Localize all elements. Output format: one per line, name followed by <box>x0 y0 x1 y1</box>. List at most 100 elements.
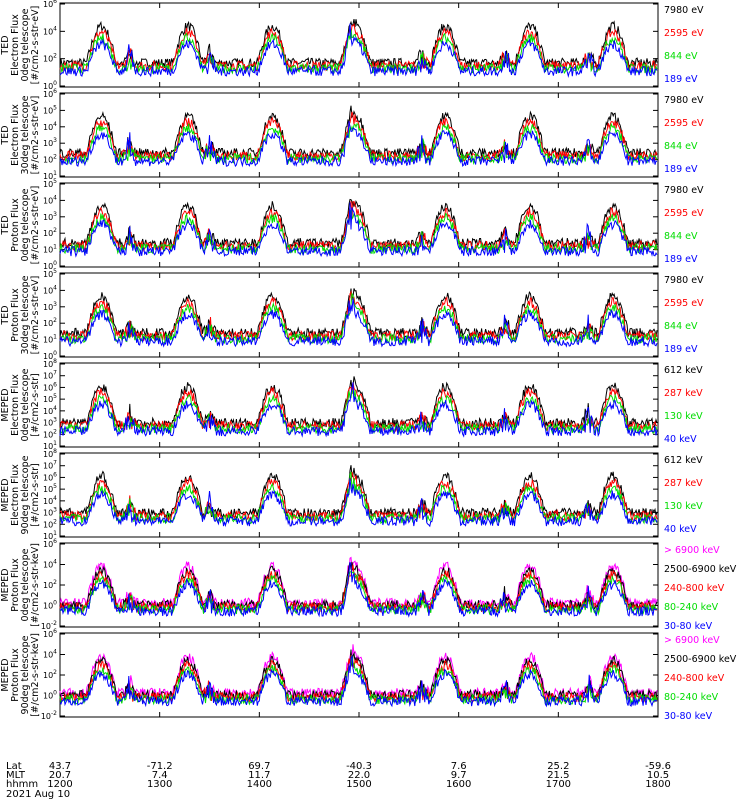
y-axis-label-line: MEPED <box>0 658 11 691</box>
panel-2: 100 101 102 103 104 105 TED Proton Flux 0deg tel… <box>0 178 704 271</box>
y-tick-label: 106 <box>43 628 57 639</box>
y-tick-label: 106 <box>43 0 57 9</box>
y-axis-label-line: Electron Flux <box>10 104 21 166</box>
y-axis-label-line: MEPED <box>0 388 11 421</box>
y-axis-label-line: 0deg telescope <box>20 8 31 81</box>
legend-entry: 40 keV <box>664 524 697 535</box>
y-tick-label: 106 <box>43 381 57 392</box>
y-tick-label: 106 <box>43 538 57 549</box>
y-tick-label: 104 <box>43 25 57 36</box>
hhmm-tick-label: 1800 <box>645 779 670 790</box>
lat-tick-label: 43.7 <box>49 761 71 772</box>
y-tick-label: 102 <box>43 579 57 590</box>
mlt-row-label: MLT <box>6 770 26 781</box>
series-line <box>59 23 658 73</box>
series-line <box>59 105 658 160</box>
panel-0: 100 102 104 106 TED Electron Flux 0deg telesco… <box>0 0 704 91</box>
y-tick-label: 100 <box>43 600 57 611</box>
lat-tick-label: -71.2 <box>147 761 173 772</box>
y-tick-label: 102 <box>43 317 57 328</box>
y-tick-label: 101 <box>43 244 57 255</box>
lat-tick-label: -40.3 <box>346 761 372 772</box>
y-tick-label: 101 <box>43 440 57 451</box>
panel-1: 101 102 103 104 105 106 TED Electron Flux 30deg … <box>0 88 704 181</box>
y-axis-label-line: 30deg telescope <box>20 275 31 354</box>
series-line <box>59 564 658 614</box>
legend-entry: 7980 eV <box>664 95 704 106</box>
y-axis-label-line: TED <box>0 305 11 325</box>
y-tick-label: 102 <box>43 428 57 439</box>
legend-entry: 2595 eV <box>664 298 704 309</box>
mlt-tick-label: 10.5 <box>647 770 669 781</box>
y-tick-label: 106 <box>43 88 57 99</box>
y-axis-label-line: Electron Flux <box>10 374 21 436</box>
hhmm-tick-label: 1200 <box>47 779 72 790</box>
lat-tick-label: 69.7 <box>248 761 270 772</box>
series-line <box>59 561 658 618</box>
y-axis-label-line: Electron Flux <box>10 14 21 76</box>
y-tick-label: 108 <box>43 448 57 459</box>
series-line <box>59 382 658 438</box>
legend-entry: 189 eV <box>664 344 698 355</box>
series-line <box>59 389 658 436</box>
series-line <box>59 29 658 75</box>
y-axis-label-line: MEPED <box>0 568 11 601</box>
series-line <box>59 471 658 525</box>
hhmm-tick-label: 1600 <box>446 779 471 790</box>
series-line <box>59 23 658 78</box>
y-axis-label-line: TED <box>0 215 11 235</box>
legend-entry: 80-240 keV <box>664 602 719 613</box>
legend-entry: 2500-6900 keV <box>664 654 737 665</box>
legend-entry: > 6900 keV <box>664 635 720 646</box>
y-tick-label: 104 <box>43 284 57 295</box>
series-line <box>59 19 658 70</box>
legend-entry: 130 keV <box>664 411 703 422</box>
series-line <box>59 471 658 523</box>
lat-tick-label: 25.2 <box>547 761 569 772</box>
y-axis-label-line: Proton Flux <box>10 198 21 252</box>
series-line <box>59 122 658 166</box>
mlt-tick-label: 9.7 <box>451 770 467 781</box>
legend-entry: 844 eV <box>664 51 698 62</box>
legend-entry: 287 keV <box>664 388 703 399</box>
legend-entry: 240-800 keV <box>664 583 725 594</box>
y-axis-label-line: 30deg telescope <box>20 95 31 174</box>
series-line <box>59 121 658 168</box>
hhmm-tick-label: 1400 <box>247 779 272 790</box>
y-tick-label: 102 <box>43 154 57 165</box>
legend-entry: 130 keV <box>664 501 703 512</box>
y-axis-label-line: [#/cm2-s-str-eV] <box>30 96 41 175</box>
legend-entry: 844 eV <box>664 231 698 242</box>
y-tick-label: 101 <box>43 170 57 181</box>
y-tick-label: 103 <box>43 211 57 222</box>
y-tick-label: 101 <box>43 334 57 345</box>
legend-entry: 189 eV <box>664 74 698 85</box>
legend-entry: 844 eV <box>664 321 698 332</box>
y-tick-label: 105 <box>43 483 57 494</box>
y-tick-label: 104 <box>43 405 57 416</box>
legend-entry: 612 keV <box>664 365 703 376</box>
y-tick-label: 105 <box>43 178 57 189</box>
series-line <box>59 288 658 340</box>
legend-entry: 30-80 keV <box>664 711 713 722</box>
y-tick-label: 100 <box>43 690 57 701</box>
legend-entry: 612 keV <box>664 455 703 466</box>
y-tick-label: 102 <box>43 518 57 529</box>
y-axis-label-line: MEPED <box>0 478 11 511</box>
y-tick-label: 10-2 <box>41 710 57 721</box>
y-axis-label-line: Proton Flux <box>10 648 21 702</box>
panel-3: 100 101 102 103 104 105 TED Proton Flux 30deg te… <box>0 268 704 361</box>
hhmm-tick-label: 1300 <box>147 779 172 790</box>
y-axis-label-line: [#/cm2-s-str-keV] <box>30 543 41 627</box>
y-tick-label: 103 <box>43 417 57 428</box>
y-axis-label-line: [#/cm2-s-str-eV] <box>30 6 41 85</box>
mlt-tick-label: 20.7 <box>49 770 71 781</box>
y-tick-label: 104 <box>43 495 57 506</box>
mlt-tick-label: 22.0 <box>348 770 370 781</box>
legend-entry: 7980 eV <box>664 185 704 196</box>
y-tick-label: 105 <box>43 393 57 404</box>
series-line <box>59 654 658 708</box>
